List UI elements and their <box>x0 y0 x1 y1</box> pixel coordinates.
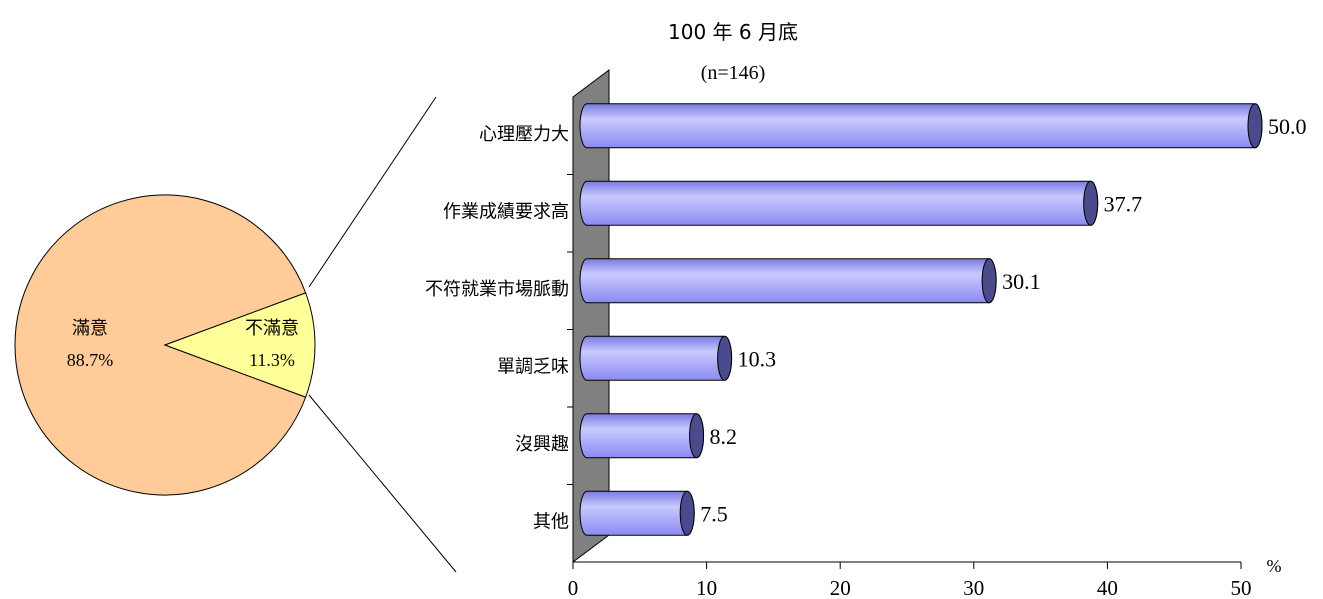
header-date: 100 年 6 月底 <box>668 20 798 44</box>
bar-value-label: 30.1 <box>1002 269 1041 294</box>
x-tick-label: 30 <box>963 576 984 599</box>
bar <box>579 103 1263 149</box>
bar-value-label: 8.2 <box>710 424 738 449</box>
category-label: 其他 <box>533 511 569 532</box>
bar-cap <box>1247 103 1263 149</box>
bar <box>579 335 733 381</box>
bar-value-label: 37.7 <box>1104 191 1143 216</box>
x-tick-label: 50 <box>1231 576 1252 599</box>
bar <box>579 180 1099 226</box>
category-label: 不符就業市場脈動 <box>425 279 569 300</box>
pie-slice-percent: 88.7% <box>67 350 114 370</box>
category-label: 沒興趣 <box>515 434 569 455</box>
x-unit-label: % <box>1267 556 1282 576</box>
pie-chart: 滿意 88.7% 不滿意 11.3% <box>14 194 316 496</box>
x-tick-label: 0 <box>568 576 579 599</box>
bar-cap <box>717 335 733 381</box>
bar-cap <box>679 490 695 536</box>
x-tick-label: 20 <box>830 576 851 599</box>
bar-value-label: 10.3 <box>738 346 777 371</box>
pie-slice-label: 滿意 <box>72 318 108 339</box>
bar-cap <box>1083 180 1099 226</box>
bar-value-label: 50.0 <box>1268 114 1307 139</box>
header-sample-size: (n=146) <box>701 62 766 84</box>
bar-cap <box>981 258 997 304</box>
connector-line-bottom <box>308 394 457 573</box>
pie-slice-percent: 11.3% <box>249 350 295 370</box>
bar <box>579 413 705 459</box>
x-tick-label: 40 <box>1097 576 1118 599</box>
connector-line-top <box>308 96 437 288</box>
category-label: 心理壓力大 <box>479 124 569 145</box>
bar-cap <box>689 413 705 459</box>
category-label: 作業成績要求高 <box>443 201 569 222</box>
pie-slice-label: 不滿意 <box>245 318 299 339</box>
bar-chart: 0 10 20 30 40 50% 50.0 心理壓力大 37.7 作業成績要求高 30.1 不符就業… <box>425 69 1307 599</box>
x-tick-label: 10 <box>696 576 717 599</box>
bar <box>579 258 997 304</box>
pie-slice-1 <box>163 292 316 398</box>
category-label: 單調乏味 <box>497 356 569 377</box>
bar-value-label: 7.5 <box>700 501 728 526</box>
pie-slice-0 <box>14 194 307 496</box>
bar <box>579 490 695 536</box>
